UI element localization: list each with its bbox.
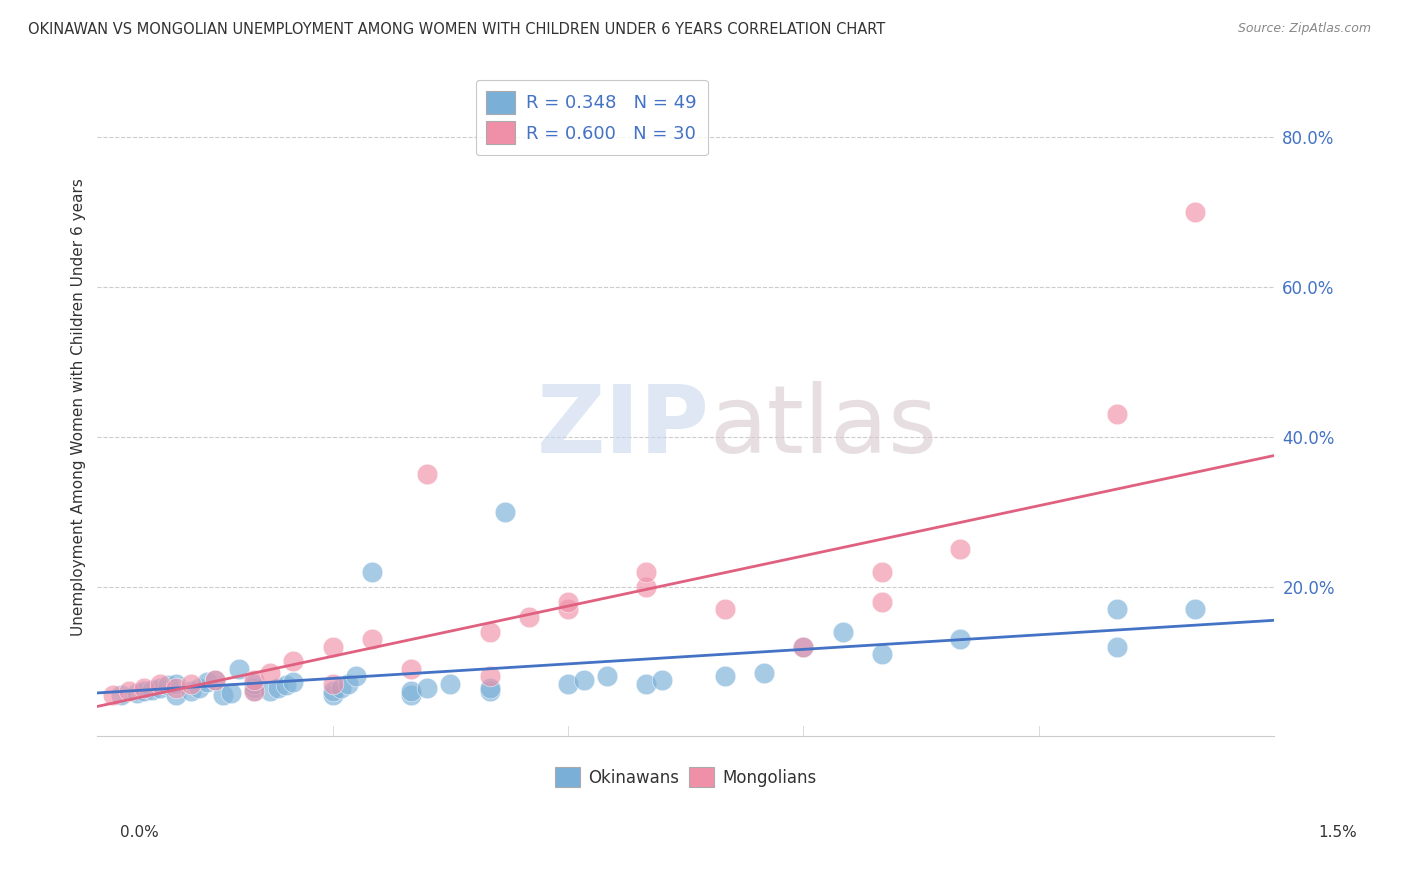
Point: [557, 594, 579, 608]
Point: [188, 681, 211, 695]
Point: [478, 669, 501, 683]
Point: [831, 624, 853, 639]
Point: [478, 681, 501, 695]
Point: [322, 684, 344, 698]
Legend: Okinawans, Mongolians: Okinawans, Mongolians: [548, 760, 824, 794]
Point: [134, 681, 156, 695]
Point: [243, 684, 266, 698]
Point: [141, 682, 163, 697]
Point: [228, 662, 250, 676]
Text: 0.0%: 0.0%: [120, 825, 159, 840]
Point: [1184, 205, 1206, 219]
Point: [165, 688, 187, 702]
Point: [1184, 602, 1206, 616]
Point: [416, 681, 439, 695]
Point: [156, 678, 179, 692]
Point: [322, 677, 344, 691]
Point: [557, 677, 579, 691]
Y-axis label: Unemployment Among Women with Children Under 6 years: Unemployment Among Women with Children U…: [72, 178, 86, 636]
Point: [478, 624, 501, 639]
Point: [243, 681, 266, 695]
Point: [478, 684, 501, 698]
Point: [259, 684, 281, 698]
Point: [1105, 408, 1128, 422]
Point: [204, 673, 226, 688]
Point: [101, 688, 124, 702]
Point: [572, 673, 595, 688]
Point: [714, 669, 737, 683]
Text: OKINAWAN VS MONGOLIAN UNEMPLOYMENT AMONG WOMEN WITH CHILDREN UNDER 6 YEARS CORRE: OKINAWAN VS MONGOLIAN UNEMPLOYMENT AMONG…: [28, 22, 886, 37]
Point: [752, 665, 775, 680]
Point: [118, 684, 141, 698]
Point: [344, 669, 367, 683]
Point: [870, 594, 893, 608]
Point: [322, 640, 344, 654]
Point: [134, 684, 156, 698]
Point: [792, 640, 814, 654]
Text: ZIP: ZIP: [536, 381, 709, 473]
Point: [636, 565, 658, 579]
Point: [1105, 640, 1128, 654]
Point: [283, 655, 305, 669]
Point: [267, 681, 290, 695]
Point: [949, 542, 972, 557]
Text: 1.5%: 1.5%: [1317, 825, 1357, 840]
Point: [180, 684, 202, 698]
Point: [337, 677, 360, 691]
Point: [243, 677, 266, 691]
Point: [360, 565, 382, 579]
Point: [329, 681, 352, 695]
Point: [212, 688, 235, 702]
Point: [399, 688, 422, 702]
Point: [149, 677, 172, 691]
Point: [360, 632, 382, 646]
Point: [494, 505, 516, 519]
Point: [165, 681, 187, 695]
Point: [274, 678, 297, 692]
Point: [110, 688, 132, 702]
Point: [243, 673, 266, 688]
Point: [259, 665, 281, 680]
Point: [399, 684, 422, 698]
Point: [125, 686, 148, 700]
Point: [149, 681, 172, 695]
Point: [517, 609, 540, 624]
Point: [870, 647, 893, 661]
Point: [204, 673, 226, 688]
Point: [283, 675, 305, 690]
Point: [596, 669, 619, 683]
Point: [557, 602, 579, 616]
Text: atlas: atlas: [709, 381, 938, 473]
Point: [219, 686, 242, 700]
Point: [870, 565, 893, 579]
Text: Source: ZipAtlas.com: Source: ZipAtlas.com: [1237, 22, 1371, 36]
Point: [243, 684, 266, 698]
Point: [165, 677, 187, 691]
Point: [439, 677, 461, 691]
Point: [195, 675, 218, 690]
Point: [180, 677, 202, 691]
Point: [792, 640, 814, 654]
Point: [636, 677, 658, 691]
Point: [399, 662, 422, 676]
Point: [714, 602, 737, 616]
Point: [949, 632, 972, 646]
Point: [651, 673, 673, 688]
Point: [1105, 602, 1128, 616]
Point: [636, 580, 658, 594]
Point: [416, 467, 439, 482]
Point: [322, 688, 344, 702]
